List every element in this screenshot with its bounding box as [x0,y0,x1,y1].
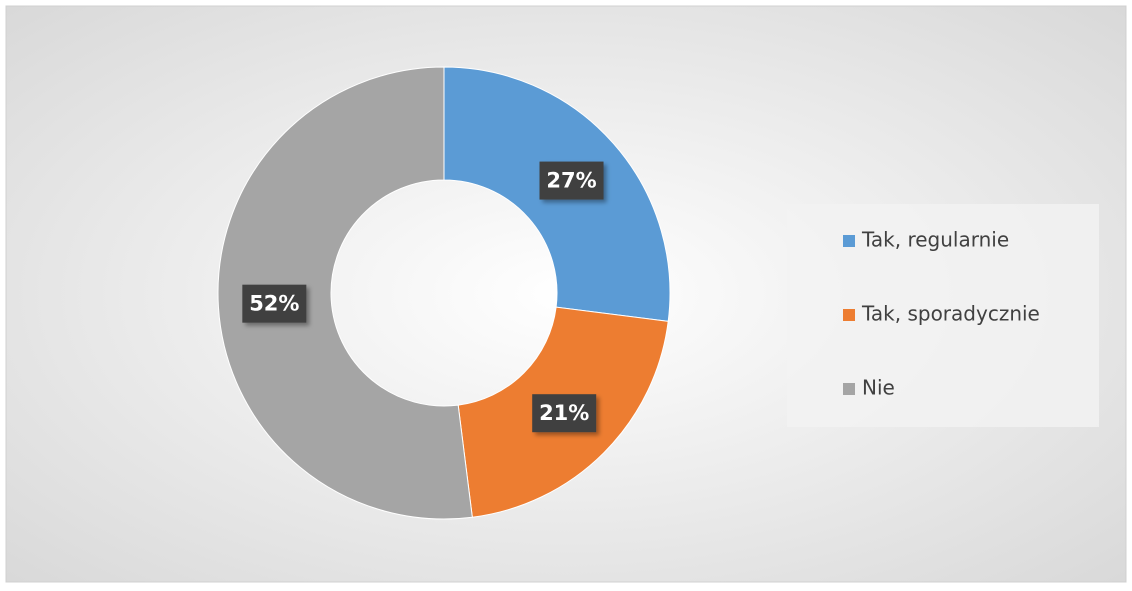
data-label: 21% [539,401,589,425]
legend-swatch [843,383,855,395]
legend-label: Nie [862,376,895,400]
legend-label: Tak, sporadycznie [861,302,1040,326]
donut-slice [217,66,473,520]
legend-swatch [843,235,855,247]
legend-label: Tak, regularnie [861,228,1009,252]
data-label: 52% [249,292,299,316]
legend-swatch [843,309,855,321]
data-label-box [532,394,597,433]
legend-box [787,204,1099,427]
data-label-box [539,161,604,200]
data-label-box [242,284,307,323]
data-label: 27% [546,169,596,193]
